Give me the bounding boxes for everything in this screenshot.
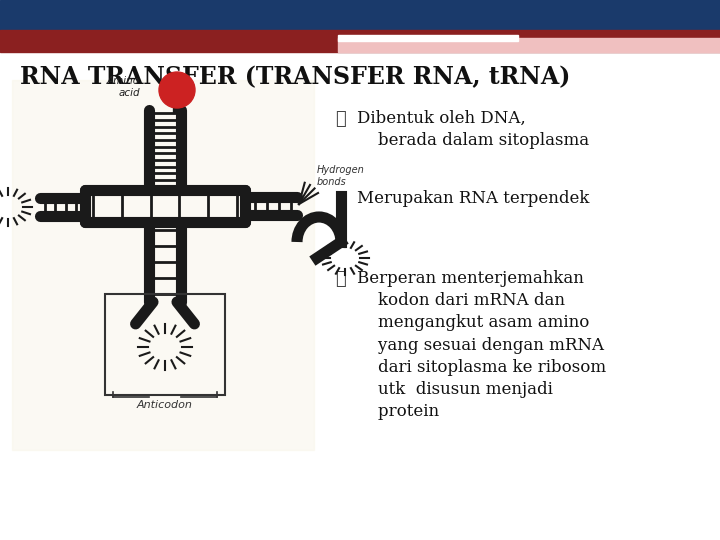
Text: RNA TRANSFER (TRANSFER RNA, tRNA): RNA TRANSFER (TRANSFER RNA, tRNA) xyxy=(20,65,570,89)
Bar xyxy=(12,80,314,450)
Text: Dibentuk oleh DNA,
    berada dalam sitoplasma: Dibentuk oleh DNA, berada dalam sitoplas… xyxy=(357,110,589,149)
Text: ❖: ❖ xyxy=(335,190,346,208)
Bar xyxy=(0,0,720,30)
Bar xyxy=(338,38,720,52)
Text: Merupakan RNA terpendek: Merupakan RNA terpendek xyxy=(357,190,590,207)
Text: ❖: ❖ xyxy=(335,110,346,128)
Bar xyxy=(0,30,720,52)
Text: Hydrogen
bonds: Hydrogen bonds xyxy=(317,165,365,187)
Text: ❖: ❖ xyxy=(335,270,346,288)
Text: Anticodon: Anticodon xyxy=(137,400,193,410)
Text: Amino
acid: Amino acid xyxy=(107,76,140,98)
Circle shape xyxy=(159,72,195,108)
Bar xyxy=(338,35,518,41)
Bar xyxy=(105,294,225,395)
Text: Berperan menterjemahkan
    kodon dari mRNA dan
    mengangkut asam amino
    ya: Berperan menterjemahkan kodon dari mRNA … xyxy=(357,270,606,420)
